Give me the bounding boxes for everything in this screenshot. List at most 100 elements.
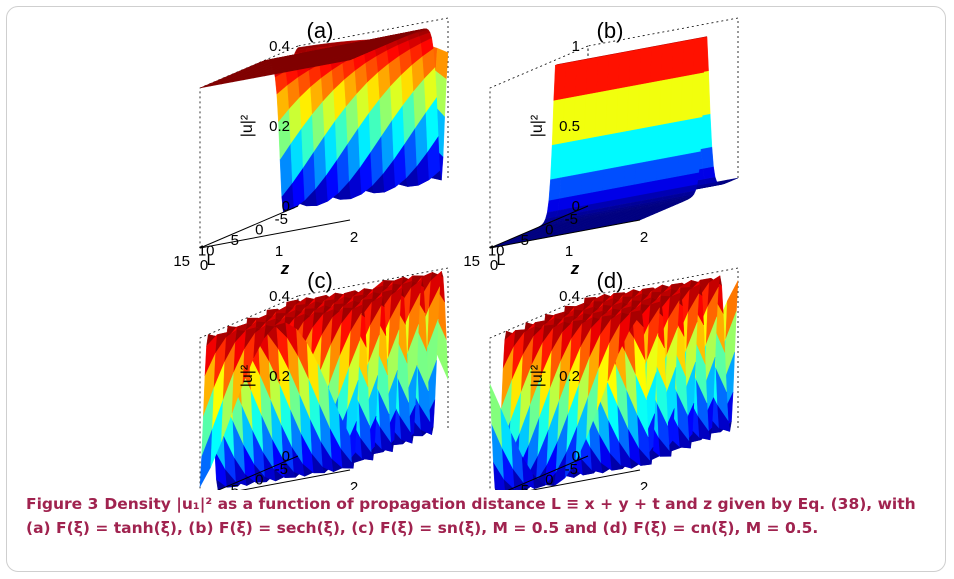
surface-cell	[666, 155, 680, 180]
z-tick-label: 0	[200, 257, 208, 274]
l-tick-label: 5	[231, 232, 239, 249]
height-tick-label: 0.4	[269, 38, 290, 55]
surface-cell	[574, 59, 588, 98]
panel-label: (a)	[307, 18, 334, 43]
l-axis-label: L	[497, 252, 506, 269]
surface-cell	[689, 117, 703, 154]
surface-cell	[626, 84, 640, 132]
height-tick-label: 0	[572, 448, 580, 465]
surface-cell	[585, 57, 599, 96]
surface-cell	[550, 143, 564, 180]
surface-cell	[583, 92, 597, 140]
l-axis-line	[217, 455, 299, 490]
surface-cell	[591, 169, 605, 194]
l-tick-label: -5	[275, 211, 288, 228]
surface-cell	[677, 153, 690, 178]
surface-cell	[655, 157, 669, 182]
height-tick-label: 0.2	[269, 118, 290, 135]
surface-cell	[560, 141, 574, 178]
surface	[489, 275, 739, 490]
surface-cell	[602, 167, 615, 192]
caption-line-2: (a) F(ξ) = tanh(ξ), (b) F(ξ) = sech(ξ), …	[26, 519, 819, 537]
surface-cell	[680, 74, 694, 122]
surface-cell	[616, 86, 629, 134]
surface-cell	[625, 129, 639, 166]
height-tick-label: 0	[282, 198, 290, 215]
panel-label: (b)	[597, 18, 624, 43]
surface-cell	[571, 139, 585, 176]
surface-cell	[582, 137, 596, 174]
surface-cell	[678, 119, 692, 156]
z-tick-label: 2	[350, 229, 358, 246]
z-axis-line	[199, 219, 351, 249]
surface-cell	[564, 61, 578, 100]
l-tick-label: 5	[521, 232, 529, 249]
surface-cell	[682, 39, 695, 78]
surface-cell	[617, 51, 631, 90]
l-axis-line	[489, 205, 589, 249]
surface-cell	[629, 310, 642, 332]
l-tick-label: 0	[545, 472, 553, 489]
height-axis-label: |u|²	[239, 114, 256, 137]
surface-cell	[660, 43, 674, 82]
surface	[199, 270, 449, 490]
surface-cell	[646, 125, 660, 162]
surface-cell	[648, 80, 662, 128]
back-wall	[587, 267, 739, 456]
l-tick-label: 15	[463, 253, 480, 270]
z-tick-label: 0	[490, 257, 498, 274]
z-axis-line	[489, 219, 641, 249]
surface-cell	[639, 47, 653, 86]
surface-cell	[553, 63, 567, 102]
caption-line-1: Figure 3 Density |u₁|² as a function of p…	[26, 492, 931, 516]
l-tick-label: -5	[275, 461, 288, 478]
caption-text-1: Density |u₁|² as a function of propagati…	[104, 495, 916, 513]
height-tick-label: 0.2	[559, 368, 580, 385]
surface-cell	[596, 55, 610, 94]
l-tick-label: 10	[198, 243, 215, 260]
surface-cell	[569, 173, 583, 198]
panel-label: (c)	[307, 268, 333, 293]
z-axis-label: z	[570, 259, 580, 278]
surface-cell	[687, 151, 701, 176]
surface	[489, 36, 739, 249]
l-tick-label: -5	[565, 211, 578, 228]
l-tick-label: -5	[565, 461, 578, 478]
surface-cell	[603, 133, 617, 170]
surface-cell	[658, 78, 672, 126]
z-axis-label: z	[280, 259, 290, 278]
height-axis-label: |u|²	[239, 364, 256, 387]
l-tick-label: 5	[521, 482, 529, 490]
l-tick-label: 0	[255, 222, 263, 239]
surface-cell	[605, 88, 619, 136]
height-tick-label: 0	[572, 198, 580, 215]
l-tick-label: 10	[488, 243, 505, 260]
surface-cell	[339, 59, 352, 63]
height-tick-label: 0	[282, 448, 290, 465]
surface-cell	[593, 135, 606, 172]
l-tick-label: 0	[545, 222, 553, 239]
surface-cell	[637, 82, 651, 130]
surface	[199, 28, 449, 213]
l-tick-label: 0	[255, 472, 263, 489]
l-tick-label: 5	[231, 482, 239, 490]
z-tick-label: 1	[565, 243, 573, 260]
surface-cell	[671, 41, 685, 80]
l-axis-line	[199, 205, 299, 249]
surface-cell	[702, 166, 716, 180]
height-tick-label: 0.5	[559, 118, 580, 135]
height-tick-label: 1	[572, 38, 580, 55]
height-tick-label: 0.4	[269, 288, 290, 305]
panel-label: (d)	[597, 268, 624, 293]
surface-cell	[649, 45, 663, 84]
height-tick-label: 0.2	[269, 368, 290, 385]
z-tick-label: 2	[640, 229, 648, 246]
l-axis-label: L	[207, 252, 216, 269]
surface-cell	[628, 49, 642, 88]
back-wall	[587, 17, 739, 206]
z-axis-line	[240, 469, 351, 490]
